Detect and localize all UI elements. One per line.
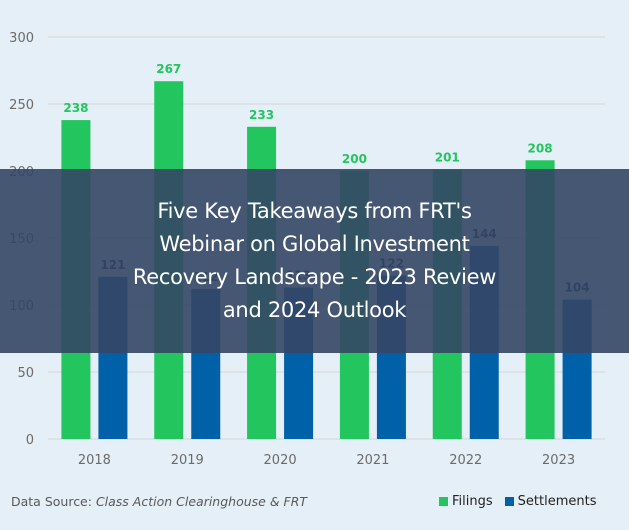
x-tick-label: 2023 [542,453,575,468]
legend-swatch-settlements [504,497,514,506]
y-tick-label: 0 [26,433,34,448]
legend-label-filings: Filings [452,494,493,509]
x-axis-ticks: 2018 2019 2020 2021 2022 2023 [78,453,575,468]
data-label-filings-2022: 201 [435,151,460,165]
data-label-filings-2018: 238 [63,101,88,115]
data-source-name: Class Action Clearinghouse & FRT [95,494,308,509]
data-source-prefix: Data Source: [11,494,96,509]
legend-label-settlements: Settlements [517,494,597,509]
y-tick-label: 300 [9,31,34,46]
data-label-filings-2020: 233 [249,108,274,122]
legend-item-filings: Filings [439,494,493,509]
data-source-note: Data Source: Class Action Clearinghouse … [11,494,307,509]
overlay-title: Five Key Takeaways from FRT's Webinar on… [132,199,497,322]
y-tick-label: 50 [17,366,34,381]
data-label-filings-2021: 200 [342,152,367,166]
data-label-filings-2023: 208 [528,141,553,155]
y-tick-label: 250 [9,98,34,113]
chart-legend: Filings Settlements [439,494,608,509]
title-overlay-banner[interactable]: Five Key Takeaways from FRT's Webinar on… [0,169,629,353]
x-tick-label: 2022 [449,453,482,468]
legend-swatch-filings [439,497,448,506]
x-tick-label: 2018 [78,453,111,468]
legend-item-settlements: Settlements [504,494,597,509]
x-tick-label: 2020 [264,453,297,468]
x-tick-label: 2019 [171,453,204,468]
x-tick-label: 2021 [356,453,389,468]
data-label-filings-2019: 267 [156,62,181,76]
